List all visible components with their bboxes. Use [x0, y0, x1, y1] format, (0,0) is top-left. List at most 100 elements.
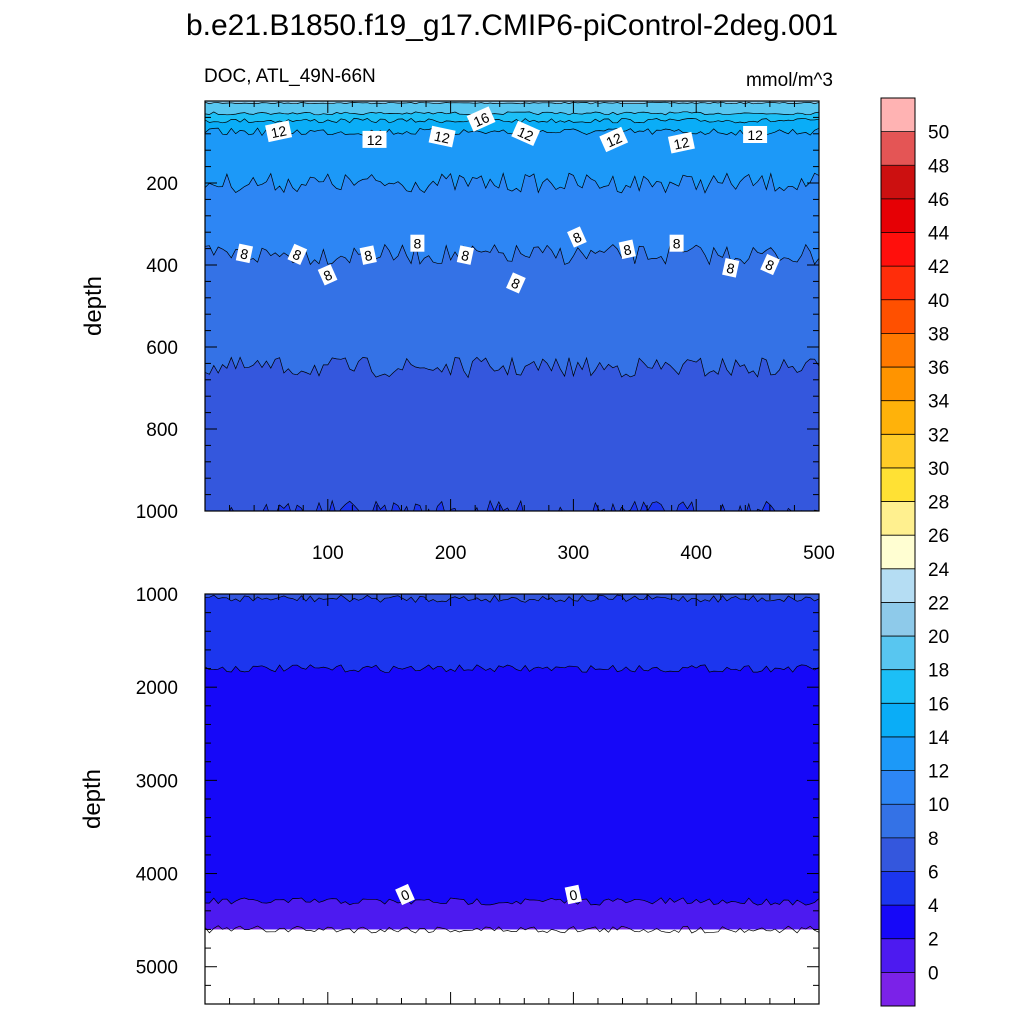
upper-panel-y-tick-label: 600 — [146, 338, 178, 359]
colorbar-swatch — [881, 98, 915, 133]
upper-panel-x-tick-label: 500 — [803, 543, 835, 564]
upper-panel-contour-label-text: 8 — [460, 247, 471, 264]
colorbar-label: 28 — [928, 493, 949, 514]
upper-panel-contour-line-18 — [205, 111, 819, 116]
colorbar-label: 8 — [928, 829, 939, 850]
colorbar-swatch — [881, 736, 915, 771]
colorbar-swatch — [881, 299, 915, 334]
upper-panel-contour-label: 8 — [760, 253, 780, 276]
colorbar-swatch — [881, 367, 915, 402]
colorbar-swatch — [881, 535, 915, 570]
upper-panel-contour-label: 8 — [410, 234, 425, 252]
upper-panel-contour-label: 8 — [287, 243, 308, 265]
lower-panel-seafloor-mask — [205, 929, 819, 1004]
upper-panel-contour-label: 12 — [667, 131, 695, 154]
upper-panel-contour-label: 12 — [428, 125, 456, 148]
upper-panel-contour-label-text: 8 — [725, 260, 736, 277]
colorbar-swatch — [881, 501, 915, 536]
upper-panel-contour-label: 8 — [456, 245, 475, 265]
upper-panel-x-tick-label: 300 — [558, 543, 590, 564]
lower-panel-contour-line-6 — [205, 594, 819, 603]
colorbar-label: 0 — [928, 963, 939, 984]
upper-panel-contour-line-8 — [205, 356, 819, 379]
lower-panel-contour-label-text: 0 — [568, 886, 579, 903]
lower-panel-band-0 — [205, 897, 819, 930]
upper-panel-contour-label: 12 — [599, 126, 629, 153]
colorbar-swatch — [881, 333, 915, 368]
colorbar-swatch — [881, 198, 915, 233]
colorbar-label: 12 — [928, 762, 949, 783]
upper-panel-y-axis-label: depth — [80, 276, 107, 336]
upper-panel-contour-label: 8 — [317, 264, 338, 286]
lower-panel-contour-label: 0 — [395, 883, 415, 906]
colorbar-swatch — [881, 602, 915, 637]
upper-panel-contour-line-16 — [205, 117, 819, 124]
upper-panel-contour-label: 8 — [506, 272, 526, 294]
colorbar-swatch — [881, 837, 915, 872]
lower-panel-y-tick-label: 2000 — [136, 678, 178, 699]
upper-panel-contour-label-text: 8 — [239, 245, 250, 262]
lower-panel-y-tick-label: 4000 — [136, 865, 178, 886]
colorbar-swatch — [881, 770, 915, 805]
upper-panel-contour-label-text: 12 — [269, 122, 288, 141]
upper-panel-x-tick-label: 100 — [312, 543, 344, 564]
upper-panel-y-tick-label: 200 — [146, 174, 178, 195]
colorbar-frame — [880, 97, 916, 1007]
upper-panel-contour-label: 12 — [265, 120, 293, 143]
upper-panel-contour-label: 12 — [743, 126, 768, 143]
upper-panel-contour-label-text: 16 — [471, 109, 492, 130]
upper-panel-contour-label: 8 — [235, 243, 254, 264]
upper-panel-contour-label: 16 — [466, 106, 496, 132]
upper-panel-contour-lines — [205, 101, 819, 511]
lower-panel-y-axis-label: depth — [79, 769, 106, 829]
colorbar-swatch — [881, 434, 915, 469]
upper-panel-y-tick-label: 1000 — [136, 502, 178, 523]
upper-panel-contour-label: 12 — [511, 120, 541, 146]
upper-panel-contour-label-text: 12 — [433, 128, 452, 147]
colorbar-swatch — [881, 568, 915, 603]
colorbar-swatch — [881, 905, 915, 940]
upper-panel-contour-label-text: 12 — [515, 123, 536, 144]
lower-panel-y-tick-label: 5000 — [136, 958, 178, 979]
colorbar-swatch — [881, 467, 915, 502]
colorbar-label: 22 — [928, 593, 949, 614]
upper-panel-axes: 100 200 300 400 500 200 400 600 800 1000 — [136, 100, 835, 564]
upper-panel-contour-label-text: 8 — [673, 236, 681, 252]
colorbar-swatch — [881, 871, 915, 906]
upper-panel-frame — [204, 100, 820, 512]
colorbar-label: 24 — [928, 560, 950, 581]
chart-title: b.e21.B1850.f19_g17.CMIP6-piControl-2deg… — [186, 9, 838, 42]
upper-panel-contour-label-text: 12 — [367, 132, 383, 148]
colorbar-swatch — [881, 165, 915, 200]
upper-panel-contour-label: 8 — [722, 258, 740, 278]
colorbar-swatch — [881, 266, 915, 301]
upper-panel-contour-label-text: 8 — [622, 241, 633, 258]
colorbar-label: 20 — [928, 627, 949, 648]
colorbar-label: 42 — [928, 257, 949, 278]
colorbar-label: 32 — [928, 425, 949, 446]
lower-panel-axes: 1000 2000 3000 4000 5000 — [136, 585, 820, 1005]
upper-panel-contour-label-text: 12 — [747, 127, 763, 143]
colorbar-label: 38 — [928, 324, 949, 345]
colorbar-label: 18 — [928, 661, 949, 682]
colorbar-label: 26 — [928, 526, 949, 547]
lower-panel-contour-lines — [205, 594, 819, 934]
lower-panel-contour-line-4 — [205, 664, 819, 673]
colorbar-swatch — [881, 131, 915, 166]
lower-panel-y-tick-label: 3000 — [136, 771, 178, 792]
upper-panel-contour-label: 12 — [362, 130, 387, 148]
colorbar-swatch — [881, 232, 915, 267]
colorbar: 0246810121416182022242628303234363840424… — [880, 97, 950, 1007]
colorbar-label: 46 — [928, 190, 949, 211]
upper-panel-band-6 — [205, 357, 819, 511]
colorbar-label: 48 — [928, 156, 949, 177]
chart-subtitle-right: mmol/m^3 — [746, 70, 833, 91]
lower-panel-contour-label: 0 — [564, 884, 582, 905]
colorbar-label: 2 — [928, 930, 939, 951]
colorbar-label: 4 — [928, 896, 939, 917]
